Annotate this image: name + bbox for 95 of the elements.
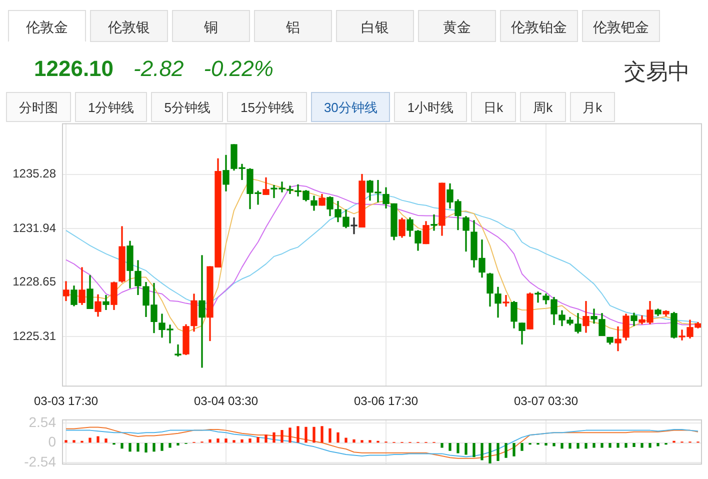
text: 铝 [254, 10, 332, 42]
text: 伦敦金 [8, 10, 86, 42]
bar [600, 442, 604, 448]
text: 周k [520, 92, 566, 122]
text: 伦敦钯金 [582, 10, 660, 42]
bar [472, 442, 476, 458]
bar [344, 438, 348, 443]
y-tick-label: 0 [48, 434, 56, 450]
bar [616, 442, 620, 448]
bar [512, 442, 516, 456]
text: 30分钟线 [310, 92, 390, 122]
bar [264, 434, 268, 443]
bar [128, 442, 132, 452]
bar [272, 432, 276, 443]
bar [104, 438, 108, 443]
candlestick [502, 295, 510, 307]
bar [552, 442, 556, 446]
bar [208, 439, 212, 443]
bar [360, 440, 364, 443]
text: 黄金 [418, 10, 496, 42]
bar [352, 439, 356, 443]
bar [288, 428, 292, 443]
bar [624, 442, 628, 448]
bar [136, 442, 140, 452]
bar [224, 438, 228, 443]
text: 伦敦铂金 [500, 10, 578, 42]
text: 15分钟线 [227, 92, 307, 122]
bar [168, 442, 172, 448]
x-tick-label: 03-07 03:30 [514, 394, 578, 408]
bar [592, 442, 596, 448]
bar [256, 436, 260, 443]
x-tick-label: 03-04 03:30 [194, 394, 258, 408]
bar [368, 440, 372, 443]
text: 1226.10 [34, 56, 114, 82]
y-tick-label: -2.54 [24, 453, 56, 470]
bar [584, 442, 588, 449]
bar [144, 442, 148, 452]
bar [544, 442, 548, 446]
bar [520, 442, 524, 451]
text: 分时图 [6, 92, 71, 122]
bar [328, 428, 332, 443]
bar [504, 442, 508, 458]
bar [88, 438, 92, 443]
y-tick-label: 1225.31 [12, 328, 56, 343]
text: 1分钟线 [75, 92, 148, 122]
text: 5分钟线 [151, 92, 224, 122]
bar [232, 440, 236, 443]
bar [448, 442, 452, 451]
bar [568, 442, 572, 449]
bar [488, 442, 492, 464]
text: 月k [570, 92, 616, 122]
bar [160, 442, 164, 451]
bar [464, 442, 468, 455]
text: -2.82 [134, 56, 184, 82]
candlestick [350, 217, 358, 234]
bar [64, 440, 68, 443]
text: 1小时线 [394, 92, 467, 122]
x-tick-label: 03-03 17:30 [34, 394, 98, 408]
bar [640, 442, 644, 448]
bar [336, 432, 340, 443]
bar [296, 426, 300, 443]
x-tick-label: 03-06 17:30 [354, 394, 418, 408]
text: -0.22% [204, 56, 274, 82]
bar [496, 442, 500, 462]
y-tick-label: 1235.28 [12, 166, 56, 181]
y-tick-label: 2.54 [28, 414, 56, 430]
bar [304, 426, 308, 443]
bar [656, 442, 660, 446]
text: 白银 [336, 10, 414, 42]
bar [96, 436, 100, 443]
y-tick-label: 1231.94 [12, 220, 56, 235]
bar [312, 426, 316, 443]
bar [280, 430, 284, 443]
text: 铜 [172, 10, 250, 42]
text: 伦敦银 [90, 10, 168, 42]
bar [72, 440, 76, 443]
bar [560, 442, 564, 449]
bar [456, 442, 460, 454]
text: 交易中 [624, 58, 690, 86]
bar [576, 442, 580, 449]
bar [248, 438, 252, 443]
bar [608, 442, 612, 448]
bar [152, 442, 156, 452]
candlestick [174, 344, 182, 357]
bar [240, 439, 244, 443]
bar [320, 426, 324, 443]
bar [216, 438, 220, 443]
text: 日k [470, 92, 516, 122]
bar [120, 442, 124, 449]
bar [632, 442, 636, 448]
bar [648, 442, 652, 448]
bar [480, 442, 484, 460]
y-tick-label: 1228.65 [12, 274, 56, 288]
bar [440, 442, 444, 448]
bar [176, 442, 180, 446]
